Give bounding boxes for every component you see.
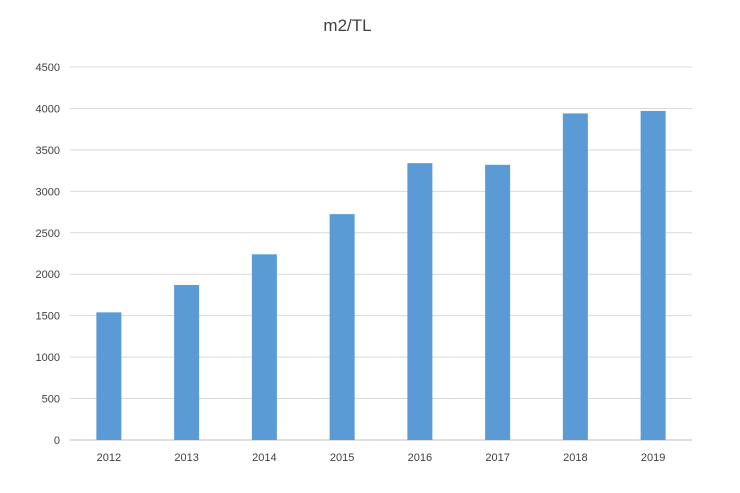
x-tick-label: 2019 (641, 452, 665, 464)
bar (329, 214, 355, 440)
x-tick-label: 2013 (174, 452, 198, 464)
x-tick-label: 2012 (97, 452, 121, 464)
bar (640, 110, 666, 440)
bar (485, 164, 511, 440)
y-tick-label: 3000 (36, 186, 60, 198)
chart-title: m2/TL (323, 16, 372, 35)
y-tick-label: 0 (54, 435, 60, 447)
x-tick-label: 2018 (563, 452, 587, 464)
y-tick-label: 500 (42, 394, 60, 406)
x-tick-label: 2016 (408, 452, 432, 464)
bar (174, 284, 200, 440)
y-tick-label: 2500 (36, 228, 60, 240)
bar (96, 312, 122, 440)
x-tick-label: 2017 (485, 452, 509, 464)
y-tick-label: 4000 (36, 103, 60, 115)
y-tick-label: 1000 (36, 352, 60, 364)
bar (251, 254, 277, 440)
x-tick-label: 2015 (330, 452, 354, 464)
y-tick-label: 2000 (36, 269, 60, 281)
y-tick-label: 4500 (36, 62, 60, 74)
bar (562, 113, 588, 440)
bar (407, 163, 433, 440)
y-tick-label: 1500 (36, 311, 60, 323)
x-tick-label: 2014 (252, 452, 276, 464)
y-tick-label: 3500 (36, 145, 60, 157)
